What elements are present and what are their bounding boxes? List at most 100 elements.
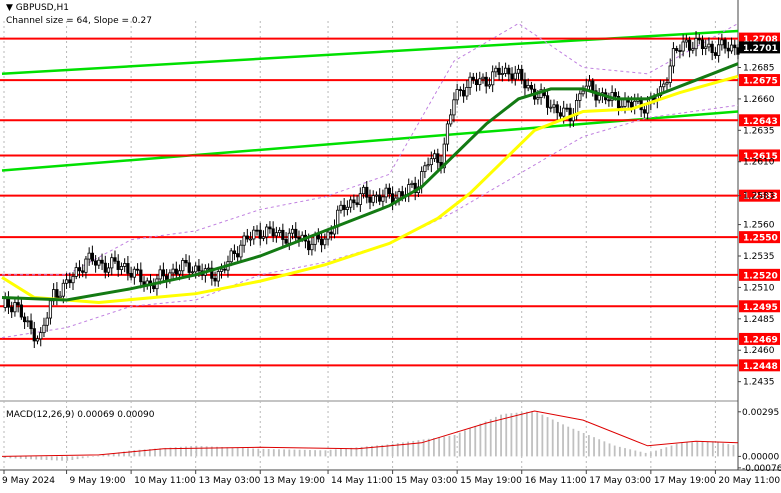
macd-bar	[164, 447, 167, 457]
candle-body	[442, 143, 446, 169]
candle-body	[13, 302, 17, 313]
candle-body	[455, 89, 459, 101]
candle-body	[458, 89, 462, 91]
price-axis: 1.2708 1.2675 1.2643 1.2615 1.2583 1.2550 1.25…	[738, 32, 780, 388]
time-tick-label: 17 May 03:00	[589, 476, 651, 486]
macd-bar	[479, 423, 482, 457]
candle-body	[55, 289, 59, 299]
macd-bar	[639, 451, 642, 457]
macd-bar	[179, 446, 182, 457]
macd-bar	[494, 416, 497, 457]
macd-bar	[309, 450, 311, 457]
macd-bar	[55, 456, 58, 461]
candle-body	[607, 99, 611, 102]
candle-body	[223, 268, 227, 271]
macd-bar	[717, 442, 719, 457]
candle-body	[694, 37, 698, 50]
macd-bar	[608, 443, 611, 457]
macd-bar	[386, 444, 389, 457]
macd-bar	[531, 411, 533, 457]
candle-body	[126, 263, 130, 274]
macd-bar	[159, 448, 162, 457]
price-tick-label: 1.2485	[743, 315, 775, 325]
level-label: 1.2675	[743, 77, 778, 87]
candle-body	[436, 153, 440, 163]
macd-title: MACD(12,26,9) 0.00069 0.00090	[6, 410, 155, 420]
macd-bar	[169, 447, 172, 457]
candle-body	[668, 65, 672, 83]
grid	[0, 0, 781, 471]
level-tag	[739, 114, 780, 127]
macd-bar	[236, 447, 239, 457]
macd-bar	[624, 448, 626, 457]
macd-bar	[30, 456, 32, 460]
candle-body	[174, 268, 178, 275]
macd-bar	[272, 449, 275, 457]
macd-bar	[443, 436, 446, 457]
candle-body	[135, 268, 140, 271]
candle-body	[74, 267, 78, 277]
level-tag	[739, 74, 780, 87]
macd-bar	[252, 448, 255, 457]
macd-bar	[655, 450, 657, 457]
macd-bar	[24, 456, 27, 460]
candle-body	[129, 272, 133, 278]
macd-bar	[195, 445, 198, 457]
macd-bar	[433, 438, 435, 457]
macd-bar	[71, 456, 74, 460]
candle-body	[29, 320, 33, 330]
collapse-triangle-icon[interactable]: ▼	[6, 3, 13, 13]
time-tick-label: 15 May 03:00	[396, 476, 458, 486]
candle-body	[687, 39, 692, 51]
level-label: 1.2615	[743, 152, 778, 162]
macd-bar	[86, 456, 89, 458]
candle-body	[339, 204, 343, 211]
macd-bar	[391, 443, 394, 457]
candle-body	[516, 68, 521, 74]
candle-body	[452, 99, 456, 116]
macd-bar	[9, 456, 12, 459]
candle-body	[361, 186, 366, 195]
candle-body	[68, 279, 72, 284]
candle-body	[484, 76, 488, 87]
macd-bar	[665, 447, 668, 457]
candle-body	[113, 257, 117, 262]
channel-line	[1, 29, 739, 76]
candle-body	[216, 271, 220, 282]
candle-body	[22, 316, 27, 323]
candle-body	[77, 267, 82, 272]
macd-bar	[154, 448, 156, 457]
candle-body	[691, 48, 695, 51]
candle-body	[6, 298, 11, 308]
macd-bar	[216, 446, 218, 457]
candle-body	[103, 262, 107, 273]
macd-bar	[247, 448, 249, 457]
time-tick-label: 15 May 19:00	[460, 476, 522, 486]
candle-body	[587, 80, 592, 87]
macd-bar	[500, 414, 502, 457]
macd-bar	[448, 435, 451, 457]
candle-body	[487, 84, 492, 87]
candle-body	[678, 50, 682, 52]
candle-body	[413, 182, 417, 194]
channel-info: Channel size = 64, Slope = 0.27	[6, 16, 152, 26]
candle-body	[3, 298, 7, 308]
candle-body	[97, 259, 101, 266]
candle-body	[255, 229, 259, 232]
level-tag	[739, 300, 780, 313]
candle-body	[158, 269, 162, 280]
level-label: 1.2495	[743, 303, 778, 313]
macd-bar	[649, 452, 652, 457]
candle-body	[697, 37, 701, 41]
macd-bar	[50, 456, 53, 461]
macd-bar	[174, 447, 177, 457]
moving-averages	[1, 62, 739, 305]
macd-bar	[587, 435, 590, 457]
candle-body	[445, 123, 450, 145]
macd-bar	[35, 456, 38, 460]
candle-body	[58, 295, 62, 299]
candle-body	[110, 257, 114, 269]
candle-body	[181, 260, 185, 272]
candle-body	[261, 236, 266, 239]
level-tag	[739, 332, 780, 345]
